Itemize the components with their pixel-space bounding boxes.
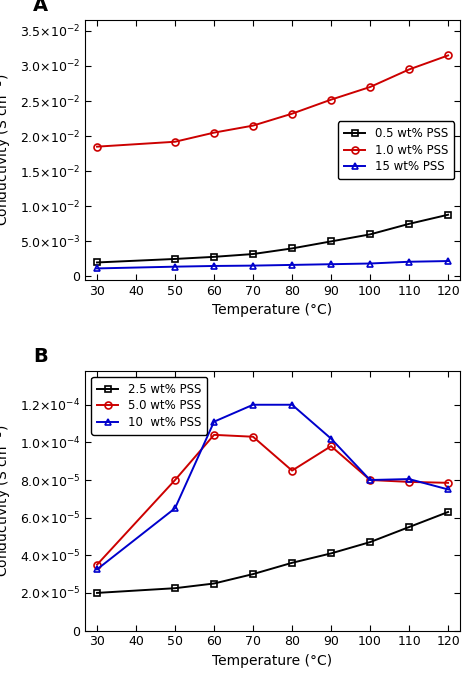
0.5 wt% PSS: [250, 250, 256, 258]
1.0 wt% PSS: [328, 96, 334, 104]
0.5 wt% PSS: [406, 220, 412, 228]
Y-axis label: Conductivity (S cm$^{-1}$): Conductivity (S cm$^{-1}$): [0, 424, 14, 577]
1.0 wt% PSS: [250, 121, 256, 129]
Line: 0.5 wt% PSS: 0.5 wt% PSS: [93, 212, 452, 266]
1.0 wt% PSS: [367, 83, 373, 91]
10  wt% PSS: [406, 475, 412, 483]
0.5 wt% PSS: [211, 253, 217, 261]
15 wt% PSS: [250, 262, 256, 270]
10  wt% PSS: [367, 476, 373, 484]
10  wt% PSS: [445, 485, 451, 494]
10  wt% PSS: [250, 401, 256, 409]
1.0 wt% PSS: [94, 142, 100, 151]
15 wt% PSS: [172, 262, 178, 271]
Text: A: A: [33, 0, 48, 15]
0.5 wt% PSS: [328, 237, 334, 245]
10  wt% PSS: [172, 504, 178, 513]
5.0 wt% PSS: [289, 466, 295, 475]
5.0 wt% PSS: [211, 431, 217, 439]
2.5 wt% PSS: [250, 570, 256, 578]
15 wt% PSS: [289, 261, 295, 269]
Legend: 0.5 wt% PSS, 1.0 wt% PSS, 15 wt% PSS: 0.5 wt% PSS, 1.0 wt% PSS, 15 wt% PSS: [338, 121, 454, 179]
5.0 wt% PSS: [94, 561, 100, 569]
Line: 10  wt% PSS: 10 wt% PSS: [93, 401, 452, 573]
5.0 wt% PSS: [172, 476, 178, 484]
0.5 wt% PSS: [94, 258, 100, 266]
Text: B: B: [33, 346, 48, 365]
5.0 wt% PSS: [250, 433, 256, 441]
15 wt% PSS: [406, 258, 412, 266]
Line: 15 wt% PSS: 15 wt% PSS: [93, 258, 452, 272]
10  wt% PSS: [211, 418, 217, 426]
2.5 wt% PSS: [367, 538, 373, 546]
15 wt% PSS: [211, 262, 217, 270]
5.0 wt% PSS: [406, 478, 412, 486]
10  wt% PSS: [94, 565, 100, 574]
Y-axis label: Conductivity (S cm$^{-1}$): Conductivity (S cm$^{-1}$): [0, 74, 14, 226]
1.0 wt% PSS: [172, 138, 178, 146]
5.0 wt% PSS: [367, 476, 373, 484]
0.5 wt% PSS: [289, 244, 295, 252]
2.5 wt% PSS: [94, 589, 100, 597]
5.0 wt% PSS: [445, 479, 451, 487]
15 wt% PSS: [94, 264, 100, 273]
2.5 wt% PSS: [289, 559, 295, 567]
Line: 1.0 wt% PSS: 1.0 wt% PSS: [93, 52, 452, 150]
X-axis label: Temperature (°C): Temperature (°C): [212, 304, 333, 317]
1.0 wt% PSS: [445, 52, 451, 60]
2.5 wt% PSS: [172, 584, 178, 593]
10  wt% PSS: [328, 435, 334, 443]
2.5 wt% PSS: [328, 549, 334, 557]
0.5 wt% PSS: [367, 231, 373, 239]
2.5 wt% PSS: [211, 580, 217, 588]
X-axis label: Temperature (°C): Temperature (°C): [212, 654, 333, 668]
15 wt% PSS: [445, 257, 451, 265]
1.0 wt% PSS: [211, 129, 217, 137]
1.0 wt% PSS: [289, 110, 295, 118]
0.5 wt% PSS: [172, 255, 178, 263]
2.5 wt% PSS: [445, 508, 451, 516]
2.5 wt% PSS: [406, 523, 412, 531]
1.0 wt% PSS: [406, 65, 412, 73]
15 wt% PSS: [328, 260, 334, 268]
5.0 wt% PSS: [328, 442, 334, 450]
0.5 wt% PSS: [445, 211, 451, 219]
10  wt% PSS: [289, 401, 295, 409]
Legend: 2.5 wt% PSS, 5.0 wt% PSS, 10  wt% PSS: 2.5 wt% PSS, 5.0 wt% PSS, 10 wt% PSS: [91, 377, 207, 435]
15 wt% PSS: [367, 260, 373, 268]
Line: 2.5 wt% PSS: 2.5 wt% PSS: [93, 508, 452, 597]
Line: 5.0 wt% PSS: 5.0 wt% PSS: [93, 431, 452, 568]
